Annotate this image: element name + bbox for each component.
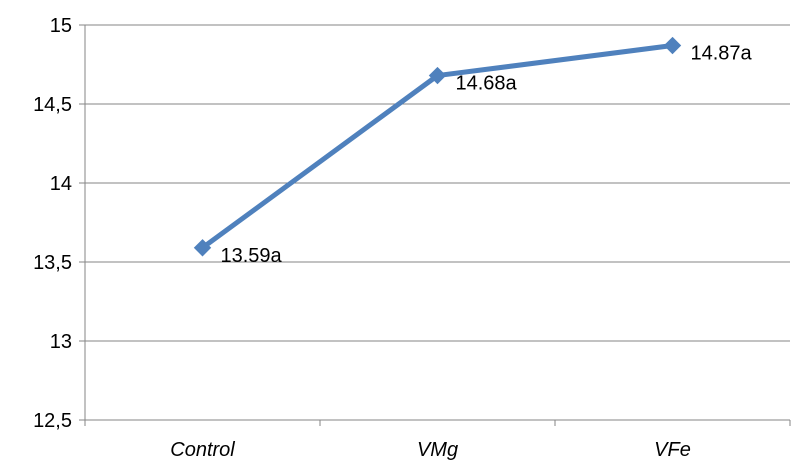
series-markers: [193, 36, 682, 257]
x-category-labels: Control VMg VFe: [170, 439, 691, 461]
x-category-label: VFe: [654, 439, 691, 461]
data-labels: 13.59a 14.68a 14.87a: [221, 43, 753, 267]
diamond-marker: [428, 66, 447, 85]
data-label: 14.87a: [691, 43, 753, 65]
y-tick-label: 14: [50, 173, 72, 195]
y-tick-label: 13,5: [33, 252, 72, 274]
gridlines: [85, 24, 790, 342]
y-tick-label: 14,5: [33, 94, 72, 116]
diamond-marker: [193, 239, 212, 257]
y-tick-labels: 12,5 13 13,5 14 14,5 15: [33, 15, 72, 432]
y-tick-label: 15: [50, 15, 72, 37]
data-label: 14.68a: [456, 73, 518, 95]
x-category-label: Control: [170, 439, 235, 461]
y-tick-label: 12,5: [33, 410, 72, 432]
y-tick-label: 13: [50, 331, 72, 353]
axes: [79, 24, 791, 426]
data-label: 13.59a: [221, 245, 283, 267]
diamond-marker: [663, 36, 682, 55]
x-category-label: VMg: [417, 439, 458, 461]
